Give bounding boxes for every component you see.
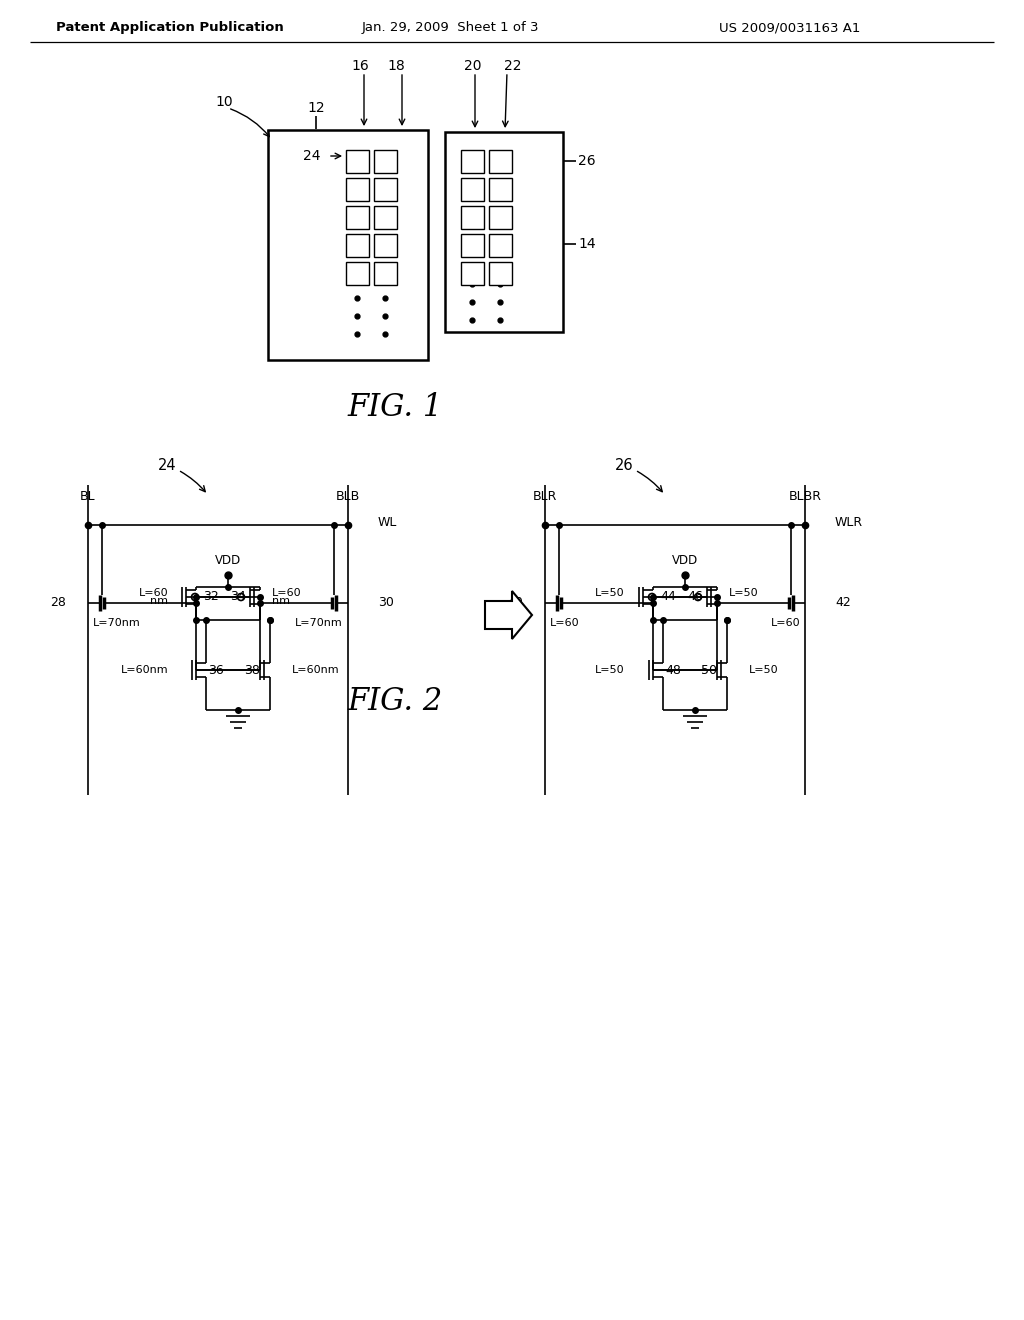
Text: L=50: L=50 (749, 665, 778, 675)
Text: nm: nm (150, 597, 168, 606)
Bar (489, 206, 512, 228)
Text: 34: 34 (230, 590, 246, 603)
Bar (374, 261, 397, 285)
Text: BLBR: BLBR (788, 491, 821, 503)
Bar (346, 234, 369, 257)
Text: VDD: VDD (215, 554, 241, 568)
Text: 44: 44 (660, 590, 676, 603)
Text: 30: 30 (378, 597, 394, 610)
Text: 40: 40 (507, 597, 523, 610)
Bar (374, 178, 397, 201)
Text: US 2009/0031163 A1: US 2009/0031163 A1 (719, 21, 861, 34)
Text: 42: 42 (835, 597, 851, 610)
Text: L=50: L=50 (595, 665, 625, 675)
Text: 10: 10 (215, 95, 232, 110)
Text: BL: BL (80, 491, 96, 503)
Text: L=60nm: L=60nm (121, 665, 168, 675)
Bar (461, 150, 484, 173)
Text: 12: 12 (307, 102, 325, 115)
Text: 26: 26 (615, 458, 634, 473)
Bar (461, 261, 484, 285)
Text: L=60: L=60 (138, 587, 168, 598)
Text: Patent Application Publication: Patent Application Publication (56, 21, 284, 34)
Bar (374, 234, 397, 257)
Bar (445, 132, 563, 333)
Text: Jan. 29, 2009  Sheet 1 of 3: Jan. 29, 2009 Sheet 1 of 3 (361, 21, 539, 34)
Text: 28: 28 (50, 597, 66, 610)
Text: 18: 18 (387, 59, 404, 73)
Text: FIG. 2: FIG. 2 (347, 686, 442, 718)
Bar (461, 206, 484, 228)
Text: 14: 14 (579, 238, 596, 251)
Bar (346, 206, 369, 228)
Text: L=70nm: L=70nm (295, 618, 343, 628)
Text: L=60nm: L=60nm (292, 665, 340, 675)
Text: nm: nm (272, 597, 290, 606)
Text: L=60: L=60 (272, 587, 302, 598)
Text: 16: 16 (351, 59, 369, 73)
Bar (489, 178, 512, 201)
Bar (346, 178, 369, 201)
Bar (489, 261, 512, 285)
Polygon shape (485, 591, 532, 639)
Text: L=70nm: L=70nm (93, 618, 140, 628)
Bar (374, 206, 397, 228)
Text: 48: 48 (665, 664, 681, 676)
Text: 24: 24 (158, 458, 176, 473)
Bar (489, 150, 512, 173)
Text: 22: 22 (504, 59, 522, 73)
Text: WLR: WLR (835, 516, 863, 529)
Text: FIG. 1: FIG. 1 (347, 392, 442, 424)
Text: L=60: L=60 (770, 618, 800, 628)
Text: 26: 26 (579, 154, 596, 168)
Bar (374, 150, 397, 173)
Bar (461, 234, 484, 257)
Text: VDD: VDD (672, 554, 698, 568)
Text: 32: 32 (203, 590, 219, 603)
Text: 36: 36 (208, 664, 224, 676)
Text: L=50: L=50 (595, 587, 625, 598)
Text: 24: 24 (302, 149, 319, 162)
Bar (489, 234, 512, 257)
Bar (346, 261, 369, 285)
Text: 46: 46 (687, 590, 702, 603)
Text: BLB: BLB (336, 491, 360, 503)
Text: WL: WL (378, 516, 397, 529)
Bar (346, 150, 369, 173)
Text: 38: 38 (244, 664, 260, 676)
Text: BLR: BLR (532, 491, 557, 503)
Text: 20: 20 (464, 59, 481, 73)
Text: 50: 50 (701, 664, 717, 676)
Text: L=50: L=50 (729, 587, 759, 598)
Text: L=60: L=60 (550, 618, 580, 628)
Bar (268, 129, 428, 360)
Bar (461, 178, 484, 201)
